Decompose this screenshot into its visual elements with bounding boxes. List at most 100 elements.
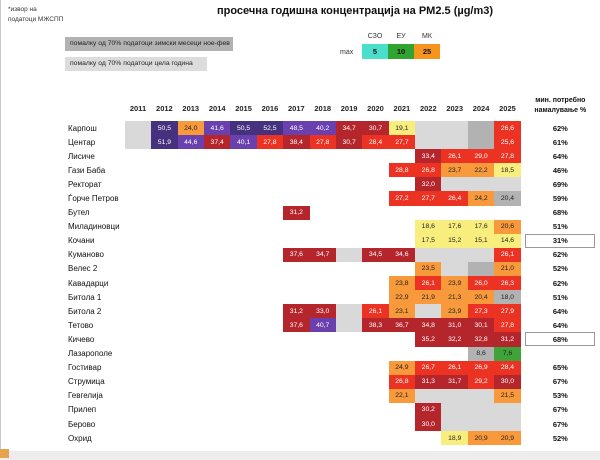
heatmap-cell xyxy=(178,431,204,445)
heatmap-cell xyxy=(310,417,336,431)
year-header-2025: 2025 xyxy=(499,104,516,113)
row-label: Карпош xyxy=(68,123,97,133)
heatmap-cell xyxy=(415,304,442,319)
heatmap-cell: 34,6 xyxy=(388,247,416,262)
heatmap-cell xyxy=(178,276,204,290)
row-label: Охрид xyxy=(68,433,92,443)
heatmap-cell xyxy=(125,276,151,290)
heatmap-cell xyxy=(310,220,336,234)
heatmap-cell xyxy=(178,361,204,375)
heatmap-cell xyxy=(151,276,177,290)
heatmap-cell xyxy=(336,262,362,276)
heatmap-cell xyxy=(151,149,177,163)
heatmap-cell xyxy=(362,220,388,234)
heatmap-cell: 37,6 xyxy=(283,247,310,262)
heatmap-cell xyxy=(336,191,362,205)
reduction-value: 59% xyxy=(552,194,568,204)
heatmap-cell xyxy=(125,389,151,403)
heatmap-cell xyxy=(151,389,177,403)
reduction-value: 67% xyxy=(552,377,568,387)
heatmap-cell: 22,2 xyxy=(467,163,495,178)
year-header-2014: 2014 xyxy=(208,104,226,113)
heatmap-cell xyxy=(204,389,230,403)
heatmap-cell xyxy=(178,403,204,417)
heatmap-cell: 35,2 xyxy=(415,332,442,347)
heatmap-cell xyxy=(310,347,336,361)
heatmap-cell xyxy=(441,261,468,277)
data-source-note: *извор на податоци МЖСПП xyxy=(8,5,63,26)
heatmap-cell xyxy=(310,163,336,177)
heatmap-cell: 24,0 xyxy=(177,121,204,136)
heatmap-cell: 33,0 xyxy=(309,304,336,319)
heatmap-cell xyxy=(230,389,256,403)
heatmap-cell: 37,6 xyxy=(283,318,310,333)
heatmap-cell xyxy=(151,403,177,417)
heatmap-cell: 50,5 xyxy=(230,121,257,136)
heatmap-cell xyxy=(415,135,442,150)
heatmap-cell xyxy=(468,206,494,220)
heatmap-cell xyxy=(230,163,256,177)
heatmap-cell: 31,2 xyxy=(494,332,521,347)
heatmap-cell: 26,1 xyxy=(494,247,521,262)
heatmap-cell xyxy=(257,149,283,163)
heatmap-cell xyxy=(283,177,309,191)
heatmap-cell xyxy=(467,177,495,192)
heatmap-cell xyxy=(125,191,151,205)
heatmap-cell: 30,7 xyxy=(335,135,363,150)
heatmap-cell xyxy=(362,262,388,276)
heatmap-cell: 26,4 xyxy=(441,191,468,206)
reduction-value: 52% xyxy=(552,433,568,443)
heatmap-cell xyxy=(310,234,336,248)
heatmap-cell xyxy=(257,304,283,318)
reduction-value: 68% xyxy=(521,332,600,347)
heatmap-cell xyxy=(441,247,468,262)
heatmap-cell xyxy=(204,234,230,248)
heatmap-cell xyxy=(283,234,309,248)
heatmap-cell xyxy=(178,163,204,177)
heatmap-cell xyxy=(415,206,441,220)
heatmap-cell xyxy=(230,332,256,346)
heatmap-cell xyxy=(283,375,309,389)
heatmap-cell: 8,6 xyxy=(467,346,495,361)
heatmap-cell: 31,3 xyxy=(415,374,442,389)
heatmap-cell xyxy=(230,191,256,205)
row-label: Лазарополе xyxy=(68,349,113,359)
heatmap-cell: 21,0 xyxy=(494,261,521,277)
heatmap-cell xyxy=(124,135,152,150)
heatmap-cell xyxy=(178,149,204,163)
page-title: просечна годишна концентрација на PM2.5 … xyxy=(216,5,494,17)
heatmap-cell xyxy=(310,332,336,346)
heatmap-cell xyxy=(125,206,151,220)
heatmap-cell: 24,2 xyxy=(467,191,495,206)
heatmap-cell: 38,3 xyxy=(362,318,389,333)
reduction-box: 68% xyxy=(525,332,596,347)
heatmap-cell: 17,5 xyxy=(415,233,442,248)
row-label: Битола 2 xyxy=(68,306,102,316)
year-header-2019: 2019 xyxy=(340,104,358,113)
heatmap-cell: 30,7 xyxy=(362,121,389,136)
heatmap-cell: 34,7 xyxy=(335,121,363,136)
heatmap-cell xyxy=(336,149,362,163)
table-row: Берово 30,0 67% xyxy=(0,416,600,432)
heatmap-cell xyxy=(362,361,388,375)
heatmap-cell xyxy=(335,304,363,319)
heatmap-cell xyxy=(310,403,336,417)
reduction-value: 67% xyxy=(552,405,568,415)
heatmap-body: Карпош 50,5 24,0 41,6 50,5 52,5 48,5 40,2 34,7 30… xyxy=(0,121,600,446)
heatmap-cell: 27,8 xyxy=(256,135,284,150)
row-label: Ректорат xyxy=(68,179,102,189)
heatmap-cell xyxy=(415,431,441,445)
heatmap-cell xyxy=(362,177,388,191)
heatmap-cell: 34,5 xyxy=(362,247,389,262)
heatmap-cell xyxy=(204,177,230,191)
row-label: Миладиновци xyxy=(68,222,120,232)
heatmap-cell xyxy=(441,402,468,417)
table-row: Ректорат 32,0 69% xyxy=(0,177,600,192)
heatmap-cell xyxy=(494,177,521,192)
heatmap-cell xyxy=(257,375,283,389)
heatmap-cell xyxy=(283,290,309,304)
table-row: Гостивар 24,9 26,7 26,1 26,9 28,4 65% xyxy=(0,360,600,375)
heatmap-cell: 23,5 xyxy=(415,261,442,277)
heatmap-cell xyxy=(494,416,521,432)
reduction-value: 67% xyxy=(552,419,568,429)
